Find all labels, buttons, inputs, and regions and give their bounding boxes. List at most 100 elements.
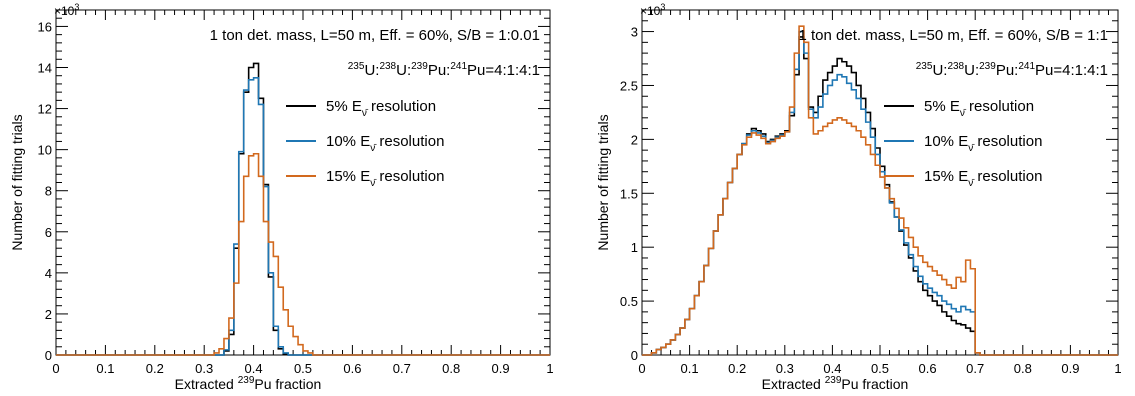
x-axis-title-post: Pu fraction: [254, 376, 321, 392]
y-tick-label: 0.5: [620, 294, 638, 309]
x-tick-label: 0: [638, 361, 645, 376]
isotope-ratio-part: U:: [364, 62, 379, 79]
legend-label-sub: ν̄: [370, 178, 377, 189]
y-multiplier-base: ×10: [54, 4, 75, 18]
series-line-res15: [642, 25, 1118, 356]
series-line-res5: [642, 36, 1118, 356]
x-tick-label: 0.4: [245, 361, 263, 376]
series-line-res15: [56, 152, 550, 356]
legend-label-suffix: resolution: [375, 168, 444, 185]
isotope-ratio-part: 235: [348, 61, 365, 72]
isotope-ratio-part: Pu=4:1:4:1: [1035, 62, 1108, 79]
isotope-ratio-part: Pu=4:1:4:1: [467, 62, 540, 79]
x-tick-label: 0.5: [294, 361, 312, 376]
y-tick-label: 8: [45, 184, 52, 199]
chart-panel-right: 0 0.1 0.2 0.3 0.4 0.5 0.6 0.7 0.8 0.9 1 0 0.5 1 1.5 2 2.…: [595, 2, 1122, 392]
x-axis-title-pre: Extracted: [762, 376, 825, 392]
isotope-ratio-part: 241: [1018, 61, 1035, 72]
isotope-ratio-part: 241: [450, 61, 467, 72]
legend-label: 10% Eν̄ resolution: [326, 133, 444, 154]
x-tick-label: 0.3: [195, 361, 213, 376]
x-tick-label: 0.8: [1014, 361, 1032, 376]
y-tick-label: 2: [631, 132, 638, 147]
annotation-text: 1 ton det. mass, L=50 m, Eff. = 60%, S/B…: [799, 27, 1109, 44]
x-tick-label: 0.5: [871, 361, 889, 376]
x-axis-title-post: Pu fraction: [841, 376, 908, 392]
series-line-res10: [56, 76, 550, 356]
y-multiplier: ×103: [54, 2, 79, 18]
x-tick-label: 0.9: [1061, 361, 1079, 376]
x-tick-label: 0.2: [146, 361, 164, 376]
isotope-ratio-part: Pu:: [996, 62, 1019, 79]
x-tick-label: 0: [52, 361, 59, 376]
legend-label-name: 5% E: [924, 98, 960, 115]
y-tick-label: 3: [631, 25, 638, 40]
legend-label-suffix: resolution: [973, 168, 1042, 185]
y-tick-label: 16: [38, 19, 52, 34]
legend-label: 15% Eν̄ resolution: [924, 168, 1042, 189]
isotope-ratio-text: 235U:238U:239Pu:241Pu=4:1:4:1: [348, 61, 540, 79]
y-tick-label: 2: [45, 307, 52, 322]
isotope-ratio-part: 238: [947, 61, 964, 72]
legend-label-sub: ν̄: [370, 143, 377, 154]
legend-label: 5% Eν̄ resolution: [924, 98, 1034, 119]
x-tick-label: 0.1: [681, 361, 699, 376]
isotope-ratio-part: Pu:: [428, 62, 451, 79]
x-tick-label: 1: [546, 361, 553, 376]
legend-label-name: 15% E: [924, 168, 968, 185]
y-axis-title: Number of fitting trials: [595, 114, 611, 250]
x-tick-label: 0.7: [393, 361, 411, 376]
y-multiplier: ×103: [640, 2, 665, 18]
legend-label-suffix: resolution: [375, 133, 444, 150]
y-multiplier-exp: 3: [660, 2, 665, 12]
y-tick-label: 14: [38, 61, 52, 76]
legend-label-name: 10% E: [924, 133, 968, 150]
isotope-ratio-part: 235: [916, 61, 933, 72]
x-axis-title-pre: Extracted: [175, 376, 238, 392]
series-line-res5: [56, 62, 550, 356]
isotope-ratio-text: 235U:238U:239Pu:241Pu=4:1:4:1: [916, 61, 1108, 79]
legend-label-sub: ν̄: [362, 108, 369, 119]
x-tick-label: 0.9: [492, 361, 510, 376]
legend-label-name: 10% E: [326, 133, 370, 150]
isotope-ratio-part: 239: [411, 61, 428, 72]
x-tick-label: 0.3: [776, 361, 794, 376]
x-tick-label: 0.7: [966, 361, 984, 376]
x-tick-label: 0.4: [823, 361, 841, 376]
y-tick-label: 6: [45, 225, 52, 240]
y-tick-label: 1: [631, 240, 638, 255]
y-tick-label: 0: [631, 348, 638, 363]
legend-label: 10% Eν̄ resolution: [924, 133, 1042, 154]
legend-label-suffix: resolution: [367, 98, 436, 115]
isotope-ratio-part: U:: [964, 62, 979, 79]
legend-label: 15% Eν̄ resolution: [326, 168, 444, 189]
y-tick-label: 0: [45, 348, 52, 363]
y-axis-title: Number of fitting trials: [9, 114, 25, 250]
x-axis-title: Extracted 239Pu fraction: [175, 375, 322, 392]
x-axis-title-sup: 239: [238, 375, 255, 386]
legend-label-suffix: resolution: [965, 98, 1034, 115]
y-tick-label: 12: [38, 102, 52, 117]
legend-label-name: 15% E: [326, 168, 370, 185]
y-multiplier-base: ×10: [640, 4, 661, 18]
legend-label-name: 5% E: [326, 98, 362, 115]
x-axis-title-sup: 239: [825, 375, 842, 386]
series-line-res10: [642, 30, 1118, 356]
isotope-ratio-part: U:: [396, 62, 411, 79]
x-tick-label: 1: [1114, 361, 1121, 376]
y-tick-label: 1.5: [620, 186, 638, 201]
x-tick-label: 0.8: [442, 361, 460, 376]
x-tick-label: 0.6: [343, 361, 361, 376]
chart-panel-left: 0 0.1 0.2 0.3 0.4 0.5 0.6 0.7 0.8 0.9 102468101214…: [9, 2, 554, 392]
x-tick-label: 0.2: [728, 361, 746, 376]
y-tick-label: 2.5: [620, 78, 638, 93]
legend-label-sub: ν̄: [968, 143, 975, 154]
legend-label-sub: ν̄: [968, 178, 975, 189]
y-tick-label: 4: [45, 266, 52, 281]
x-tick-label: 0.6: [919, 361, 937, 376]
y-multiplier-exp: 3: [74, 2, 79, 12]
isotope-ratio-part: U:: [932, 62, 947, 79]
annotation-text: 1 ton det. mass, L=50 m, Eff. = 60%, S/B…: [210, 27, 540, 44]
legend-label-suffix: resolution: [973, 133, 1042, 150]
